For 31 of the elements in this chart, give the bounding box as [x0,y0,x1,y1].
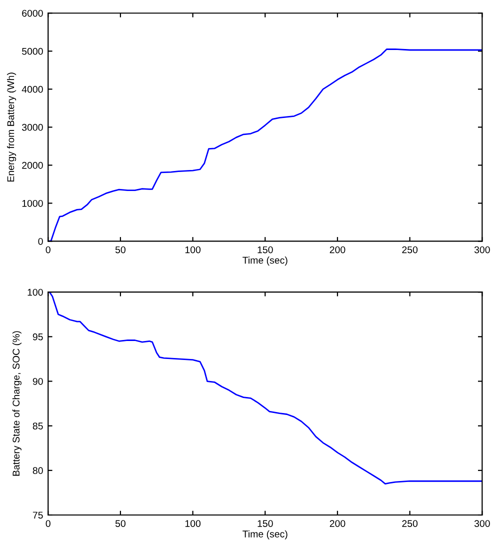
x-tick-label: 300 [474,246,490,254]
x-axis-title: Time (sec) [242,530,288,540]
y-tick-label: 3000 [22,124,43,131]
x-tick-label: 150 [258,520,273,528]
y-tick-label: 6000 [22,10,43,17]
y-tick-label: 5000 [22,48,43,55]
x-tick-label: 100 [185,246,201,254]
y-tick-label: 0 [38,238,43,245]
x-tick-label: 100 [185,520,201,528]
x-tick-label: 50 [115,520,126,528]
y-tick-label: 100 [28,288,43,296]
x-tick-label: 0 [46,520,50,528]
x-tick-label: 200 [330,246,346,254]
x-tick-label: 50 [115,246,126,254]
x-tick-label: 200 [330,520,346,528]
y-axis-title: Battery State of Charge, SOC (%) [12,331,22,476]
y-tick-label: 4000 [22,86,43,93]
x-tick-label: 250 [402,246,418,254]
y-tick-label: 2000 [22,162,43,169]
y-tick-label: 95 [32,333,43,340]
x-tick-label: 0 [46,246,50,254]
y-tick-label: 1000 [22,200,43,207]
y-tick-label: 80 [32,467,43,474]
x-tick-label: 300 [474,520,490,528]
x-tick-label: 150 [258,246,273,254]
y-tick-label: 90 [32,378,43,385]
x-tick-label: 250 [402,520,418,528]
y-axis-title: Energy from Battery (Wh) [7,72,16,182]
x-axis-title: Time (sec) [242,256,288,266]
y-tick-label: 75 [32,512,43,519]
y-tick-label: 85 [32,422,43,430]
